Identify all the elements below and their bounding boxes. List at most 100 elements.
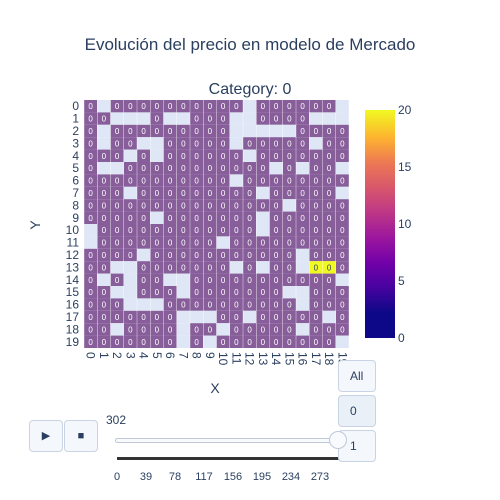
cell-label: 0: [234, 164, 239, 173]
heatmap-cell: [190, 248, 204, 262]
play-button[interactable]: ▶: [29, 420, 63, 452]
cell-label: 0: [274, 263, 279, 272]
heatmap-cell: [203, 149, 217, 162]
slider-handle[interactable]: [329, 431, 347, 449]
cell-label: 0: [115, 301, 120, 310]
heatmap-cell: [256, 236, 270, 249]
cell-label: 0: [181, 102, 186, 111]
cell-label: 0: [274, 239, 279, 248]
cell-label: 0: [247, 301, 252, 310]
heatmap-cell: [176, 261, 190, 274]
cell-label: 0: [194, 127, 199, 136]
cell-label: 0: [234, 325, 239, 334]
heatmap-cell: [296, 335, 310, 348]
cell-label: 0: [340, 288, 345, 297]
heatmap-cell: [123, 224, 137, 237]
heatmap-cell: [229, 224, 243, 237]
heatmap-cell: [163, 248, 177, 262]
cell-label: 0: [155, 338, 160, 347]
cell-label: 0: [247, 338, 252, 347]
cell-label: 0: [128, 251, 133, 260]
heatmap-cell: [163, 199, 177, 212]
cell-label: 0: [261, 288, 266, 297]
heatmap-empty-cell: [97, 273, 111, 286]
heatmap-empty-cell: [123, 112, 137, 125]
cell-label: 0: [287, 214, 292, 223]
cell-label: 0: [327, 226, 332, 235]
y-tick-label: 5: [72, 161, 79, 175]
heatmap-cell: [296, 236, 310, 249]
heatmap-cell: [163, 286, 177, 299]
heatmap-cell: [203, 323, 217, 336]
heatmap-cell: [243, 162, 257, 175]
cell-label: 0: [194, 288, 199, 297]
cell-label: 0: [168, 226, 173, 235]
heatmap-cell: [190, 199, 204, 212]
cell-label: 0: [194, 214, 199, 223]
category-button-0[interactable]: 0: [338, 395, 376, 427]
heatmap-cell: [282, 261, 296, 274]
heatmap-cell: [282, 149, 296, 162]
cell-label: 0: [141, 338, 146, 347]
heatmap-cell: [243, 211, 257, 224]
cell-label: 0: [88, 214, 93, 223]
cell-label: 0: [168, 288, 173, 297]
cell-label: 0: [168, 239, 173, 248]
stop-icon: ■: [77, 430, 85, 442]
heatmap-cell: [229, 199, 243, 212]
heatmap-empty-cell: [110, 261, 124, 274]
slider-tick-label: 156: [224, 471, 242, 483]
y-axis-label: Y: [27, 220, 43, 230]
category-button-all[interactable]: All: [338, 360, 376, 392]
cell-label: 0: [155, 102, 160, 111]
heatmap-empty-cell: [203, 335, 217, 348]
cell-label: 0: [88, 201, 93, 210]
heatmap-cell: [137, 100, 151, 113]
cell-label: 0: [168, 263, 173, 272]
cell-label: 0: [261, 301, 266, 310]
y-tick-label: 3: [72, 136, 79, 150]
heatmap-empty-cell: [256, 124, 270, 138]
heatmap-cell: [322, 100, 336, 113]
cell-label: 0: [181, 251, 186, 260]
heatmap-cell: [296, 273, 310, 286]
cell-label: 0: [155, 251, 160, 260]
heatmap-cell: [110, 186, 124, 200]
cell-label: 0: [261, 338, 266, 347]
cell-label: 0: [155, 189, 160, 198]
heatmap-cell: [203, 100, 217, 113]
cell-label: 0: [141, 325, 146, 334]
heatmap-cell: [137, 286, 151, 299]
heatmap-cell: [256, 323, 270, 336]
heatmap-empty-cell: [256, 261, 270, 274]
heatmap-cell: [84, 211, 98, 224]
x-tick-label: 2: [110, 352, 124, 359]
cell-label: 0: [168, 164, 173, 173]
cell-label: 0: [340, 239, 345, 248]
cell-label: 0: [261, 139, 266, 148]
cell-label: 0: [234, 189, 239, 198]
cell-label: 0: [128, 177, 133, 186]
stop-button[interactable]: ■: [64, 420, 98, 452]
heatmap-cell: [335, 286, 349, 299]
heatmap-cell: [203, 186, 217, 200]
heatmap-cell: [190, 149, 204, 162]
heatmap-cell: [229, 273, 243, 286]
heatmap-cell: [110, 199, 124, 212]
cell-label: 0: [287, 276, 292, 285]
heatmap-empty-cell: [150, 298, 164, 311]
heatmap-empty-cell: [309, 112, 323, 125]
heatmap-cell: [84, 323, 98, 336]
heatmap-cell: [110, 248, 124, 262]
heatmap-cell: [84, 124, 98, 138]
heatmap-empty-cell: [309, 137, 323, 150]
heatmap-cell: [163, 236, 177, 249]
heatmap-cell: [190, 224, 204, 237]
heatmap-cell: [216, 199, 230, 212]
cell-label: 0: [314, 288, 319, 297]
cell-label: 0: [234, 338, 239, 347]
cell-label: 0: [287, 139, 292, 148]
y-tick-label: 18: [66, 322, 80, 336]
slider-track[interactable]: [115, 438, 341, 443]
heatmap-empty-cell: [282, 199, 296, 212]
